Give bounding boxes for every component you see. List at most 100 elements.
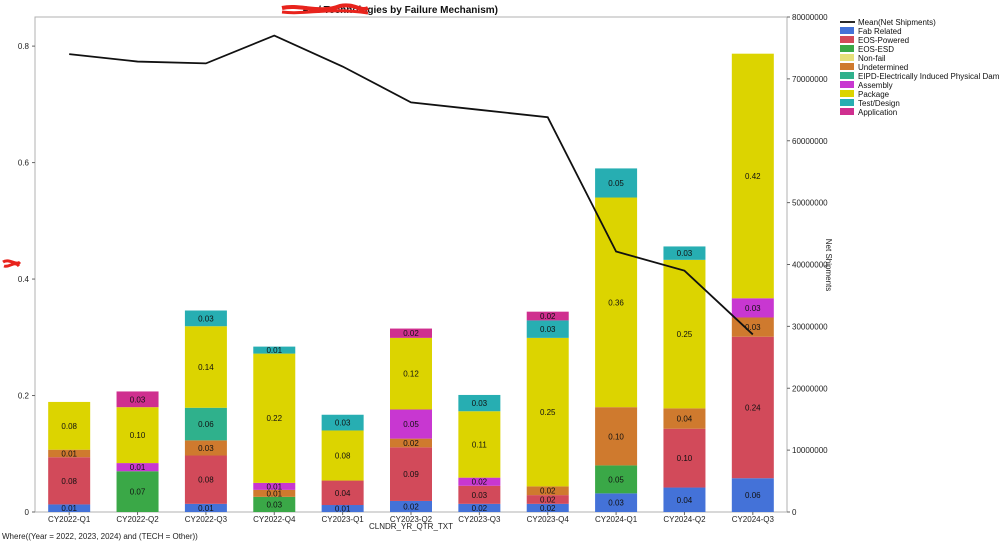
y2-tick-label: 20000000 bbox=[792, 384, 828, 393]
bar-segment bbox=[116, 407, 159, 464]
bar-value-label: 0.05 bbox=[608, 179, 624, 188]
bar-segment bbox=[731, 336, 774, 479]
bar-segment bbox=[253, 482, 296, 490]
bar-value-label: 0.04 bbox=[677, 496, 693, 505]
bar-value-label: 0.06 bbox=[198, 420, 214, 429]
bar-value-label: 0.02 bbox=[403, 329, 419, 338]
bar-value-label: 0.14 bbox=[198, 363, 214, 372]
bar-value-label: 0.03 bbox=[472, 399, 488, 408]
legend-entry: EOS-Powered bbox=[858, 36, 909, 45]
bar-segment bbox=[595, 407, 638, 466]
x-tick-label: CY2022-Q4 bbox=[253, 515, 296, 524]
bar-value-label: 0.02 bbox=[540, 487, 556, 496]
bar-segment bbox=[526, 503, 569, 512]
bar-segment bbox=[731, 53, 774, 299]
x-tick-label: CY2023-Q1 bbox=[322, 515, 365, 524]
bar-value-label: 0.05 bbox=[403, 420, 419, 429]
legend-swatch bbox=[840, 45, 854, 52]
y2-tick-label: 0 bbox=[792, 508, 797, 517]
bar-segment bbox=[321, 430, 364, 481]
bar-value-label: 0.04 bbox=[677, 415, 693, 424]
x-tick-label: CY2023-Q2 bbox=[390, 515, 433, 524]
redaction-mark bbox=[281, 9, 369, 15]
bar-value-label: 0.01 bbox=[266, 482, 282, 491]
bar-value-label: 0.10 bbox=[677, 454, 693, 463]
bar-segment bbox=[116, 471, 159, 512]
bar-segment bbox=[390, 447, 432, 501]
bar-value-label: 0.08 bbox=[335, 452, 351, 461]
bar-segment bbox=[458, 485, 501, 504]
bar-segment bbox=[321, 505, 364, 512]
y2-tick-label: 70000000 bbox=[792, 75, 828, 84]
bar-segment bbox=[595, 493, 638, 512]
bar-value-label: 0.08 bbox=[61, 477, 77, 486]
bar-value-label: 0.25 bbox=[677, 330, 693, 339]
mean-net-shipments-line bbox=[69, 34, 754, 336]
bar-value-label: 0.01 bbox=[198, 504, 214, 513]
bar-segment bbox=[48, 504, 91, 512]
legend-swatch bbox=[840, 63, 854, 70]
y2-tick-label: 80000000 bbox=[792, 13, 828, 22]
bar-value-label: 0.03 bbox=[745, 304, 761, 313]
bar-value-label: 0.10 bbox=[130, 431, 146, 440]
legend-entry: Fab Related bbox=[858, 27, 902, 36]
bar-segment bbox=[390, 500, 432, 512]
bar-value-label: 0.25 bbox=[540, 408, 556, 417]
y2-tick-label: 10000000 bbox=[792, 446, 828, 455]
bar-value-label: 0.07 bbox=[130, 488, 146, 497]
bar-segment bbox=[184, 326, 227, 408]
bar-segment bbox=[116, 391, 159, 408]
bar-segment bbox=[321, 414, 364, 431]
bar-value-label: 0.36 bbox=[608, 298, 624, 307]
x-tick-label: CY2023-Q4 bbox=[527, 515, 570, 524]
bar-segment bbox=[253, 346, 296, 354]
bar-value-label: 0.02 bbox=[403, 439, 419, 448]
bar-value-label: 0.03 bbox=[130, 395, 146, 404]
bar-segment bbox=[390, 337, 432, 410]
bar-value-label: 0.02 bbox=[540, 504, 556, 513]
y2-tick-label: 40000000 bbox=[792, 261, 828, 270]
legend-swatch bbox=[840, 108, 854, 115]
bar-value-label: 0.05 bbox=[608, 475, 624, 484]
legend-swatch bbox=[840, 99, 854, 106]
bar-value-label: 0.01 bbox=[266, 346, 282, 355]
bar-segment bbox=[390, 409, 432, 439]
bar-value-label: 0.03 bbox=[198, 444, 214, 453]
bar-value-label: 0.01 bbox=[130, 463, 146, 472]
x-tick-label: CY2024-Q3 bbox=[732, 515, 775, 524]
bar-segment bbox=[253, 496, 296, 512]
bar-segment bbox=[253, 353, 296, 483]
bar-value-label: 0.42 bbox=[745, 172, 761, 181]
y-tick-label: 0.4 bbox=[18, 275, 30, 284]
bar-value-label: 0.01 bbox=[61, 449, 77, 458]
bar-segment bbox=[526, 320, 569, 338]
bar-segment bbox=[184, 503, 227, 512]
redaction-mark-left bbox=[2, 259, 22, 268]
legend-swatch bbox=[840, 72, 854, 79]
bar-value-label: 0.03 bbox=[266, 500, 282, 509]
bar-value-label: 0.04 bbox=[335, 489, 351, 498]
bar-value-label: 0.08 bbox=[198, 476, 214, 485]
y-tick-label: 0.2 bbox=[18, 392, 30, 401]
bar-segment bbox=[526, 495, 569, 504]
bar-segment bbox=[526, 337, 569, 487]
bar-segment bbox=[595, 168, 638, 198]
bar-segment bbox=[663, 246, 706, 260]
bar-value-label: 0.03 bbox=[472, 491, 488, 500]
legend-entry: Test/Design bbox=[858, 99, 900, 108]
bar-value-label: 0.03 bbox=[745, 323, 761, 332]
bar-segment bbox=[731, 478, 774, 512]
legend-entry: EIPD-Electrically Induced Physical Damag… bbox=[858, 72, 999, 81]
legend-entry: Application bbox=[858, 108, 897, 117]
bar-segment bbox=[458, 503, 501, 512]
chart-title: Ao / Technologies by Failure Mechanism) bbox=[302, 5, 498, 16]
bar-segment bbox=[184, 455, 227, 504]
bar-value-label: 0.03 bbox=[677, 249, 693, 258]
legend-entry: Package bbox=[858, 90, 890, 99]
x-tick-label: CY2022-Q2 bbox=[116, 515, 159, 524]
legend-entry: Undetermined bbox=[858, 63, 908, 72]
filter-footer: Where((Year = 2022, 2023, 2024) and (TEC… bbox=[2, 532, 198, 541]
bar-segment bbox=[731, 317, 774, 337]
bar-value-label: 0.03 bbox=[540, 325, 556, 334]
bar-segment bbox=[321, 480, 364, 506]
